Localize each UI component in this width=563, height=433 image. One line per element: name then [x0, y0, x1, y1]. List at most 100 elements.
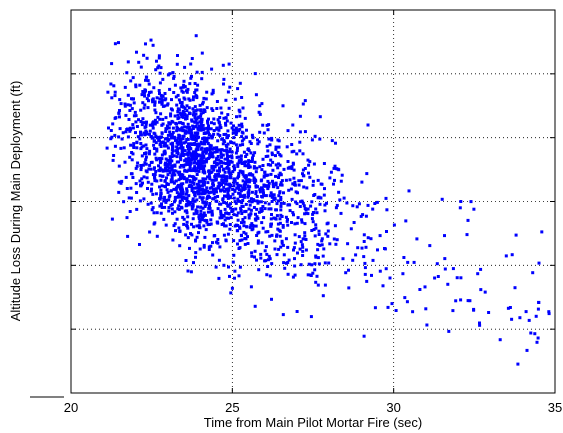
- data-point: [225, 176, 229, 180]
- data-point: [190, 131, 194, 135]
- data-point: [259, 179, 263, 183]
- data-point: [311, 271, 315, 275]
- data-point: [190, 204, 194, 208]
- data-point: [178, 184, 182, 188]
- data-point: [299, 179, 303, 183]
- data-point: [187, 168, 191, 172]
- data-point: [303, 212, 307, 216]
- data-point: [240, 135, 244, 139]
- data-point: [145, 147, 149, 151]
- data-point: [158, 142, 162, 146]
- data-point: [147, 82, 151, 86]
- data-point: [279, 196, 283, 199]
- data-point: [271, 179, 274, 183]
- data-point: [157, 89, 161, 92]
- data-point: [240, 96, 244, 99]
- data-point: [121, 131, 125, 135]
- data-point: [193, 82, 197, 85]
- data-point: [163, 98, 167, 102]
- data-point: [185, 104, 189, 108]
- data-point: [159, 178, 163, 182]
- data-point: [231, 207, 235, 211]
- data-point: [215, 150, 219, 154]
- data-point: [193, 199, 197, 203]
- data-point: [290, 150, 294, 154]
- data-point: [289, 187, 293, 191]
- data-point: [313, 234, 317, 238]
- data-point: [190, 74, 193, 78]
- data-point: [280, 239, 284, 243]
- data-point: [222, 179, 226, 182]
- data-point: [316, 242, 320, 246]
- data-point: [274, 163, 278, 167]
- data-point: [257, 268, 261, 272]
- data-point: [223, 218, 227, 222]
- data-point: [286, 166, 290, 170]
- data-point: [159, 160, 163, 164]
- data-point: [424, 307, 428, 311]
- data-point: [167, 198, 171, 202]
- data-point: [385, 230, 388, 233]
- data-point: [317, 229, 321, 233]
- data-point: [351, 258, 355, 262]
- data-point: [136, 135, 140, 139]
- data-point: [117, 111, 121, 115]
- data-point: [284, 178, 288, 182]
- data-point: [224, 162, 228, 165]
- data-point: [205, 186, 209, 190]
- data-point: [230, 126, 234, 130]
- data-point: [173, 210, 177, 214]
- data-point: [243, 210, 247, 214]
- data-point: [142, 106, 146, 110]
- data-point: [133, 110, 137, 114]
- data-point: [240, 125, 244, 129]
- data-point: [193, 165, 197, 169]
- data-point: [171, 164, 175, 168]
- data-point: [204, 203, 208, 207]
- data-point: [164, 157, 168, 161]
- data-point: [198, 247, 202, 251]
- data-point: [155, 149, 159, 153]
- data-point: [311, 212, 315, 216]
- data-point: [254, 93, 258, 97]
- data-point: [226, 196, 230, 200]
- data-point: [238, 195, 242, 198]
- data-point: [210, 166, 214, 170]
- data-point: [162, 141, 166, 145]
- data-point: [196, 143, 200, 147]
- data-point: [292, 183, 296, 187]
- data-point: [238, 159, 242, 163]
- data-point: [281, 224, 285, 227]
- data-point: [206, 210, 210, 214]
- data-point: [243, 164, 247, 168]
- data-point: [338, 198, 342, 202]
- data-point: [281, 243, 285, 247]
- data-point: [270, 138, 274, 142]
- data-point: [232, 124, 235, 128]
- data-point: [232, 141, 236, 145]
- data-point: [238, 169, 242, 173]
- data-point: [300, 218, 304, 222]
- data-point: [139, 164, 143, 167]
- data-point: [202, 183, 206, 187]
- data-point: [166, 133, 170, 137]
- y-axis-label: Altitude Loss During Main Deployment (ft…: [8, 81, 23, 322]
- data-point: [191, 143, 194, 146]
- data-point: [171, 211, 174, 215]
- data-point: [183, 131, 187, 135]
- data-point: [139, 133, 143, 137]
- data-point: [167, 162, 171, 166]
- data-point: [169, 189, 173, 193]
- data-point: [160, 153, 164, 157]
- data-point: [200, 77, 204, 81]
- data-point: [303, 222, 307, 226]
- data-point: [181, 215, 185, 219]
- data-point: [334, 206, 338, 210]
- data-point: [212, 132, 216, 136]
- data-point: [204, 131, 208, 135]
- data-point: [190, 222, 193, 226]
- data-point: [202, 96, 206, 100]
- data-point: [195, 224, 199, 228]
- data-point: [210, 185, 214, 189]
- data-point: [257, 230, 261, 234]
